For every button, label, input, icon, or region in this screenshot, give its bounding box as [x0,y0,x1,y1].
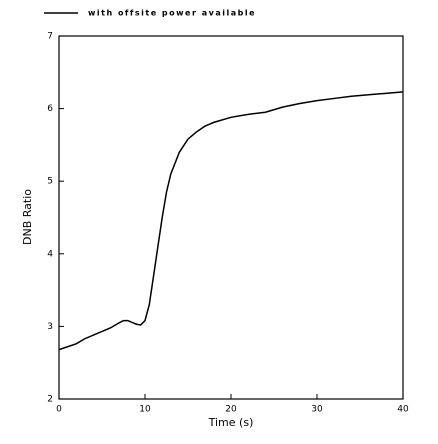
x-tick-label: 10 [139,405,151,415]
x-axis-label: Time (s) [208,416,254,429]
x-tick-label: 20 [225,405,237,415]
y-tick-label: 3 [47,322,53,332]
legend-label: with offsite power available [88,9,256,18]
y-tick-label: 2 [47,395,53,405]
y-tick-label: 5 [47,177,53,187]
x-tick-label: 30 [311,405,323,415]
y-tick-label: 7 [47,32,53,42]
plot-frame [58,35,404,400]
x-tick-label: 40 [397,405,409,415]
y-tick-label: 4 [47,249,53,259]
y-axis-label: DNB Ratio [21,189,34,245]
x-tick-label: 0 [56,405,62,415]
y-tick-label: 6 [47,104,53,114]
data-line [58,91,404,351]
